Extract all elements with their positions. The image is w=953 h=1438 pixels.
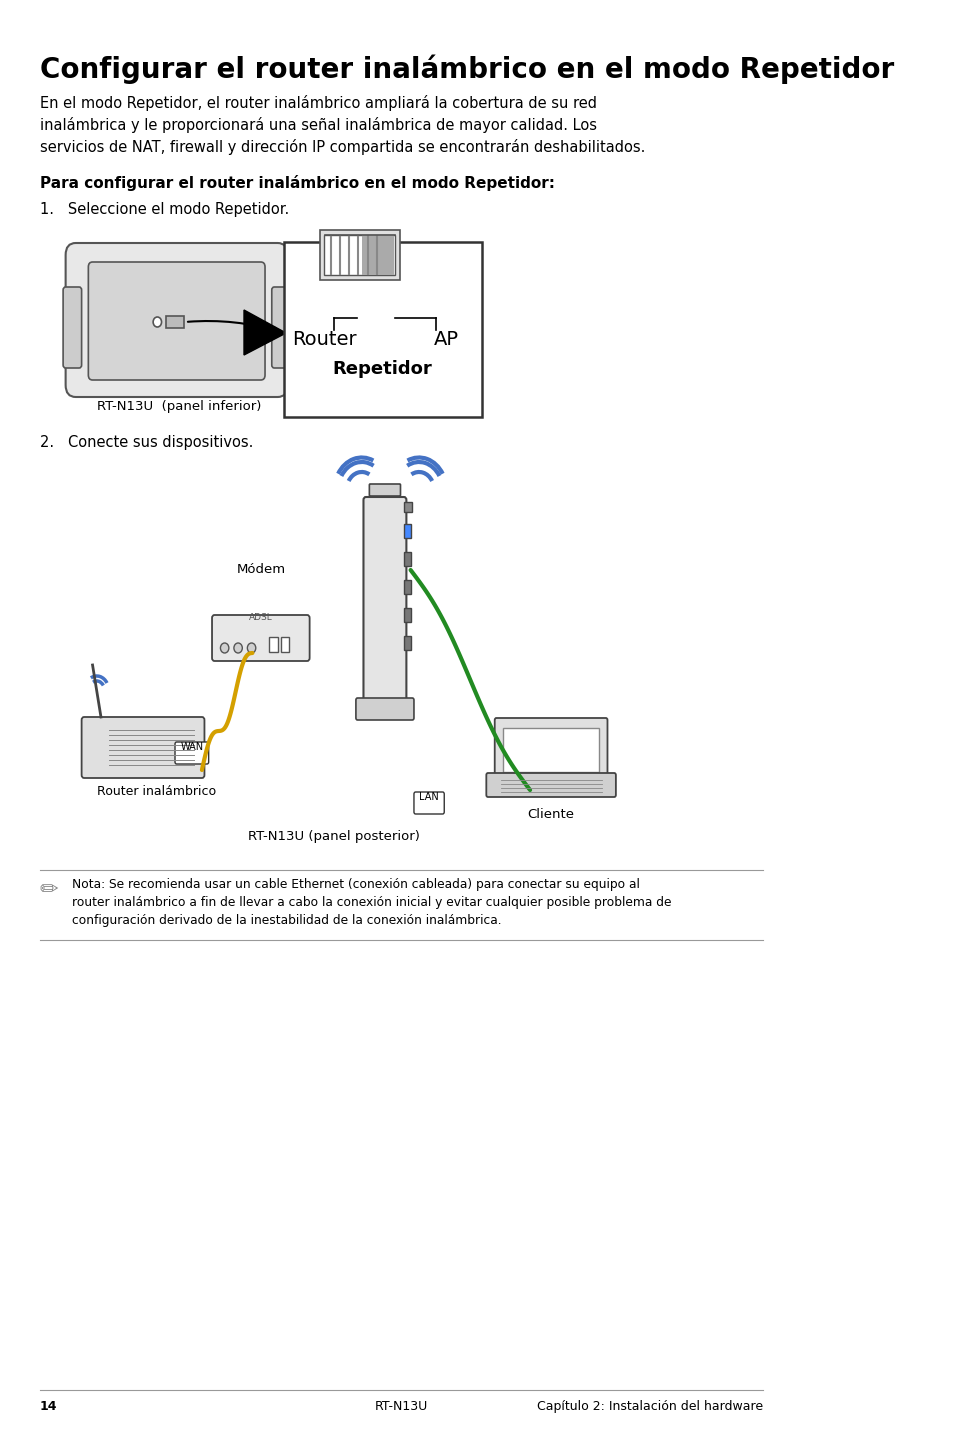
Bar xyxy=(403,636,410,650)
Bar xyxy=(403,502,412,512)
Bar xyxy=(403,523,410,538)
Bar xyxy=(166,316,184,328)
Text: ✏: ✏ xyxy=(39,880,58,900)
Text: Capítulo 2: Instalación del hardware: Capítulo 2: Instalación del hardware xyxy=(537,1401,762,1414)
FancyBboxPatch shape xyxy=(63,288,82,368)
Text: 14: 14 xyxy=(39,1401,57,1414)
Circle shape xyxy=(220,643,229,653)
Text: En el modo Repetidor, el router inalámbrico ampliará la cobertura de su red
inal: En el modo Repetidor, el router inalámbr… xyxy=(39,95,644,155)
Polygon shape xyxy=(244,311,286,355)
FancyBboxPatch shape xyxy=(414,792,444,814)
Bar xyxy=(284,242,481,417)
FancyBboxPatch shape xyxy=(212,615,310,661)
FancyBboxPatch shape xyxy=(355,697,414,720)
Text: Módem: Módem xyxy=(236,564,285,577)
Circle shape xyxy=(233,643,242,653)
Circle shape xyxy=(247,643,255,653)
Text: Para configurar el router inalámbrico en el modo Repetidor:: Para configurar el router inalámbrico en… xyxy=(39,175,554,191)
Text: RT-N13U  (panel inferior): RT-N13U (panel inferior) xyxy=(96,400,261,413)
Text: Repetidor: Repetidor xyxy=(332,360,432,378)
Text: ADSL: ADSL xyxy=(249,613,273,623)
FancyBboxPatch shape xyxy=(66,243,288,397)
Text: Router: Router xyxy=(292,329,356,349)
FancyBboxPatch shape xyxy=(369,485,400,496)
FancyBboxPatch shape xyxy=(174,742,209,764)
Text: Cliente: Cliente xyxy=(527,808,574,821)
Bar xyxy=(324,234,395,275)
Text: RT-N13U (panel posterior): RT-N13U (panel posterior) xyxy=(248,830,419,843)
Text: WAN: WAN xyxy=(180,742,203,752)
Bar xyxy=(361,234,394,275)
Bar xyxy=(403,552,410,567)
Bar xyxy=(403,580,410,594)
Text: LAN: LAN xyxy=(418,792,438,802)
FancyBboxPatch shape xyxy=(82,718,204,778)
Text: Configurar el router inalámbrico en el modo Repetidor: Configurar el router inalámbrico en el m… xyxy=(39,55,893,85)
FancyBboxPatch shape xyxy=(486,774,616,797)
Text: Nota: Se recomienda usar un cable Ethernet (conexión cableada) para conectar su : Nota: Se recomienda usar un cable Ethern… xyxy=(71,879,670,928)
FancyBboxPatch shape xyxy=(495,718,607,782)
Bar xyxy=(319,230,399,280)
Bar xyxy=(269,637,277,651)
Circle shape xyxy=(153,316,161,326)
Bar xyxy=(502,728,598,772)
Text: Router inalámbrico: Router inalámbrico xyxy=(96,785,215,798)
FancyBboxPatch shape xyxy=(363,498,406,703)
Bar xyxy=(281,637,289,651)
Text: RT-N13U: RT-N13U xyxy=(375,1401,428,1414)
Text: AP: AP xyxy=(434,329,458,349)
FancyBboxPatch shape xyxy=(272,288,290,368)
Bar xyxy=(403,608,410,623)
Text: 1.   Seleccione el modo Repetidor.: 1. Seleccione el modo Repetidor. xyxy=(39,201,289,217)
FancyBboxPatch shape xyxy=(89,262,265,380)
Text: 2.   Conecte sus dispositivos.: 2. Conecte sus dispositivos. xyxy=(39,436,253,450)
